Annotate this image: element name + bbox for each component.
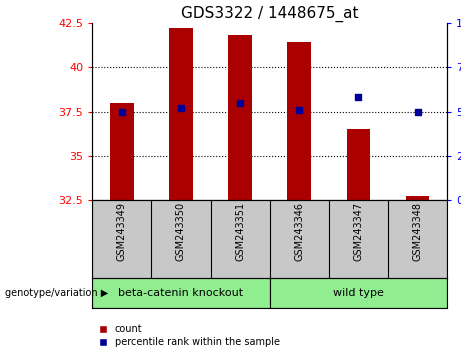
Bar [228,35,252,200]
Bar [92,278,270,308]
Bar [347,129,370,200]
Text: beta-catenin knockout: beta-catenin knockout [118,288,243,298]
Point [177,105,184,111]
Text: GSM243346: GSM243346 [294,202,304,261]
Text: GSM243348: GSM243348 [413,202,423,261]
Bar [288,42,311,200]
Text: wild type: wild type [333,288,384,298]
Point [118,109,125,114]
Legend: count, percentile rank within the sample: count, percentile rank within the sample [97,322,282,349]
Bar [169,28,193,200]
Text: GSM243349: GSM243349 [117,202,127,261]
Bar [406,196,429,200]
Text: genotype/variation ▶: genotype/variation ▶ [5,288,108,298]
Text: GSM243351: GSM243351 [235,202,245,262]
Point [355,95,362,100]
Point [296,107,303,113]
Bar [110,103,134,200]
Title: GDS3322 / 1448675_at: GDS3322 / 1448675_at [181,5,359,22]
Text: GSM243350: GSM243350 [176,202,186,262]
Text: GSM243347: GSM243347 [354,202,363,262]
Point [414,109,421,114]
Point [236,100,244,105]
Bar [270,278,447,308]
